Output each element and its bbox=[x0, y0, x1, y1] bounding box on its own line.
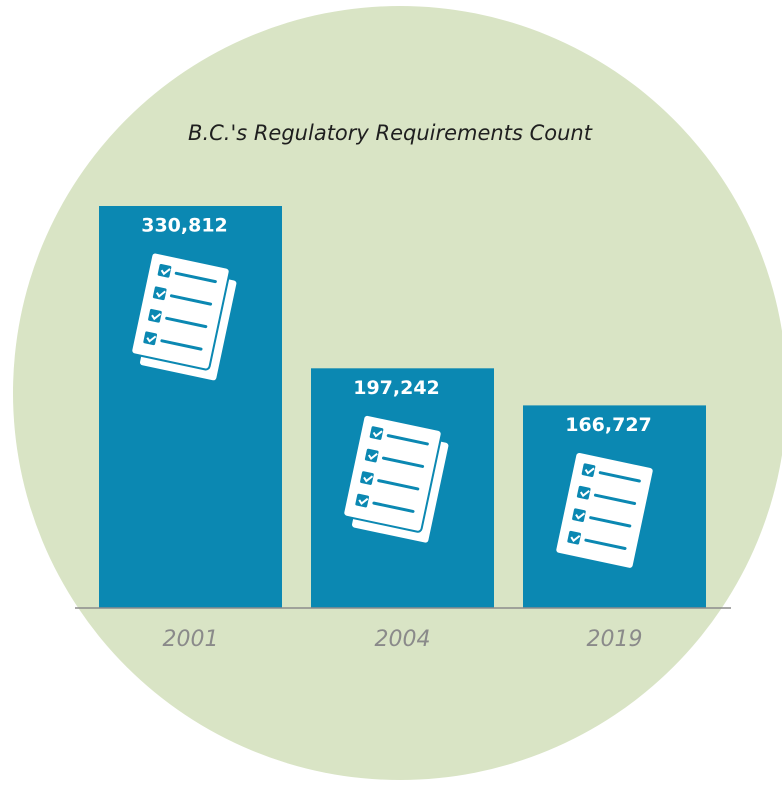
text-line bbox=[174, 271, 217, 284]
chart-title: B.C.'s Regulatory Requirements Count bbox=[188, 121, 593, 145]
checkbox bbox=[360, 471, 374, 485]
checkbox bbox=[148, 308, 162, 323]
document-icon bbox=[554, 450, 655, 570]
text-line bbox=[165, 316, 208, 329]
text-line bbox=[169, 294, 213, 306]
check bbox=[584, 467, 595, 475]
check bbox=[372, 430, 383, 438]
text-line bbox=[386, 434, 429, 446]
document-icon bbox=[342, 413, 451, 545]
sheet bbox=[130, 251, 231, 371]
checkbox bbox=[581, 463, 596, 478]
bars: 330,812 2001 197,242 2004 166,727 2019 bbox=[99, 206, 706, 652]
check bbox=[367, 452, 378, 461]
document-icon bbox=[130, 251, 239, 383]
x-tick-label: 2001 bbox=[163, 627, 219, 652]
text-line bbox=[593, 493, 637, 506]
check bbox=[160, 268, 171, 276]
check bbox=[575, 512, 586, 520]
check bbox=[363, 475, 374, 483]
checkbox bbox=[364, 448, 379, 463]
check bbox=[358, 497, 369, 505]
text-line bbox=[598, 471, 641, 483]
checkbox bbox=[576, 485, 591, 500]
check bbox=[151, 313, 162, 321]
checkbox bbox=[157, 263, 172, 278]
check bbox=[146, 335, 157, 343]
value-label: 166,727 bbox=[565, 414, 652, 436]
text-line bbox=[584, 538, 627, 550]
value-label: 197,242 bbox=[353, 377, 440, 399]
text-line bbox=[377, 479, 420, 491]
text-line bbox=[160, 339, 203, 351]
checkbox bbox=[355, 493, 370, 508]
value-label: 330,812 bbox=[141, 215, 228, 237]
text-line bbox=[589, 516, 632, 528]
x-tick-label: 2004 bbox=[375, 627, 431, 652]
sheet-paper bbox=[554, 450, 655, 570]
checkbox bbox=[567, 530, 582, 545]
sheet-paper bbox=[342, 413, 443, 533]
sheet bbox=[554, 450, 655, 570]
sheet bbox=[342, 413, 443, 533]
checkbox bbox=[143, 331, 158, 346]
check bbox=[570, 535, 581, 543]
text-line bbox=[372, 501, 415, 513]
check bbox=[579, 490, 590, 498]
checkbox bbox=[572, 508, 586, 523]
text-line bbox=[381, 456, 425, 468]
check bbox=[155, 290, 166, 298]
checkbox bbox=[369, 426, 384, 440]
sheet-paper bbox=[130, 251, 231, 371]
x-tick-label: 2019 bbox=[587, 627, 643, 652]
checkbox bbox=[152, 286, 167, 301]
